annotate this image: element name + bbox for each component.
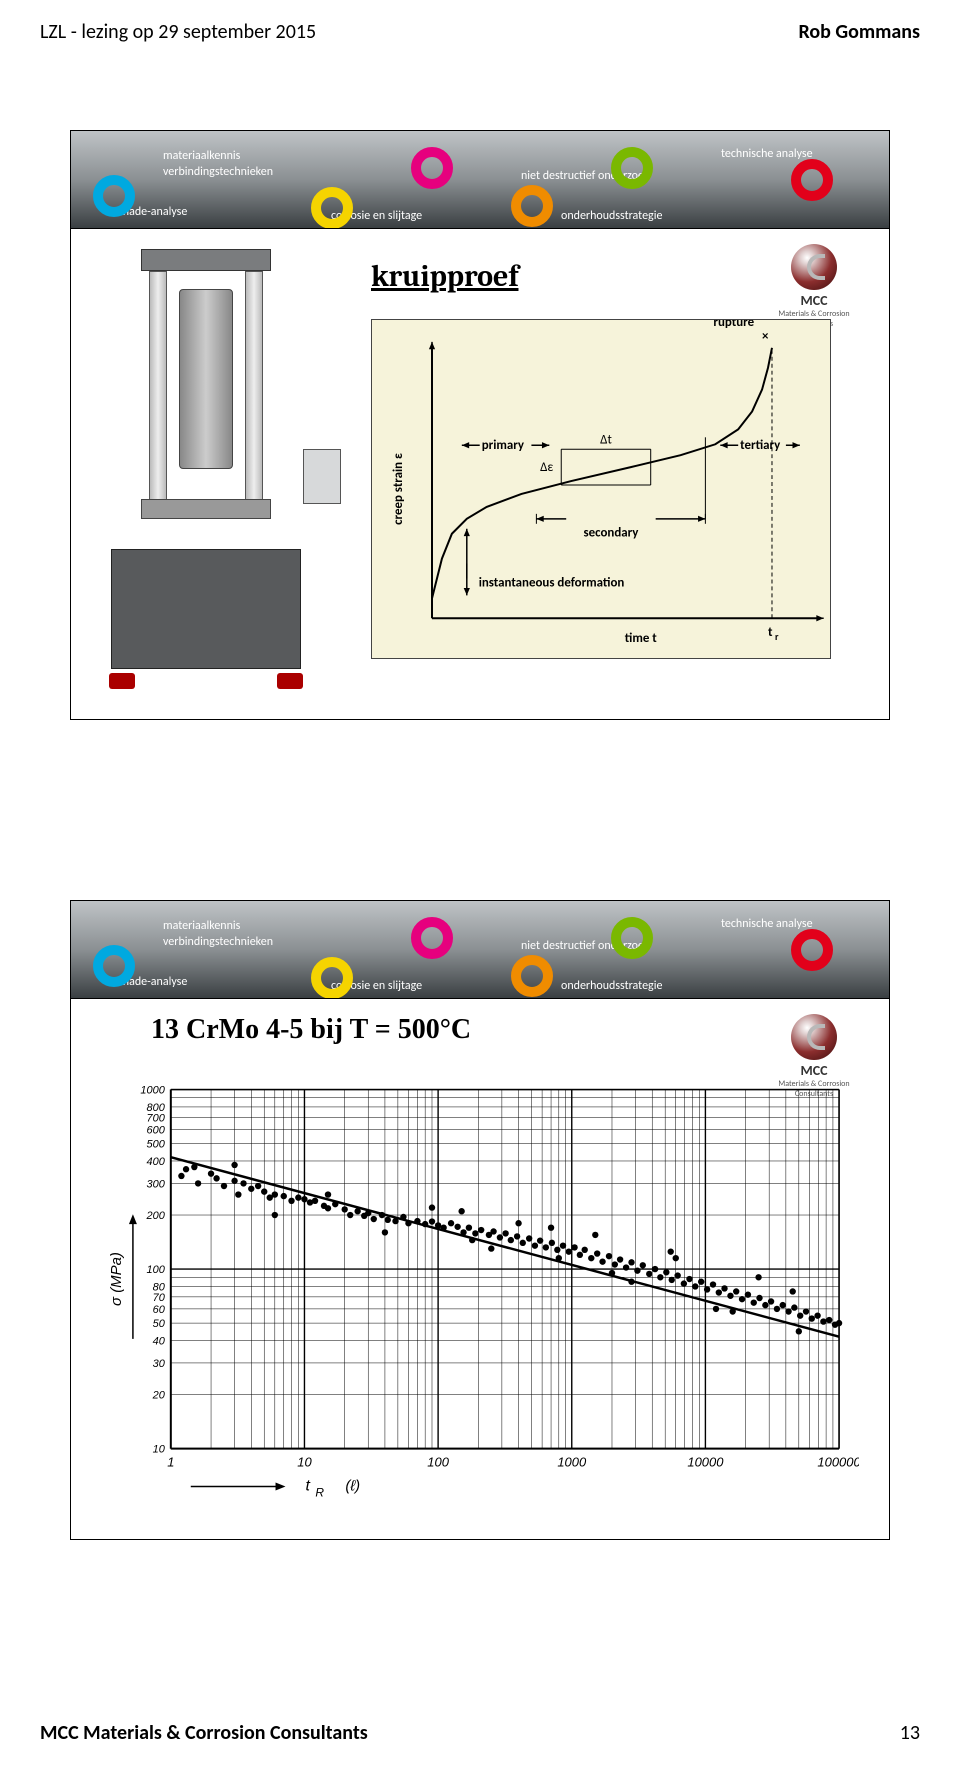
- mcc-logo: MCC Materials & Corrosion Consultants: [769, 244, 859, 329]
- mcc-name: MCC: [769, 292, 859, 309]
- svg-text:500: 500: [147, 1139, 166, 1151]
- banner-bottom: materiaalkennis verbindingstechnieken sc…: [71, 901, 889, 999]
- banner-ring-icon: [611, 147, 653, 189]
- creep-curve-diagram: × rupture tr Δt Δε primary secondary tertiary in…: [371, 319, 831, 659]
- svg-text:secondary: secondary: [583, 526, 639, 541]
- svg-text:700: 700: [147, 1112, 166, 1124]
- svg-text:10000: 10000: [687, 1455, 724, 1470]
- svg-text:t: t: [768, 625, 773, 640]
- banner-ring-icon: [311, 957, 353, 999]
- banner-top: materiaalkennis verbindingstechnieken sc…: [71, 131, 889, 229]
- svg-text:1: 1: [167, 1455, 174, 1470]
- svg-text:80: 80: [153, 1281, 166, 1293]
- svg-text:10: 10: [297, 1455, 312, 1470]
- svg-text:200: 200: [146, 1210, 166, 1222]
- banner-label: technische analyse: [721, 917, 813, 931]
- svg-text:primary: primary: [482, 438, 525, 453]
- banner-label: technische analyse: [721, 147, 813, 161]
- banner-ring-icon: [791, 929, 833, 971]
- svg-text:600: 600: [147, 1124, 166, 1136]
- footer-right: 13: [900, 1721, 920, 1745]
- svg-text:30: 30: [153, 1358, 166, 1370]
- slide-title-crmo: 13 CrMo 4-5 bij T = 500°C: [151, 1014, 471, 1046]
- svg-text:40: 40: [153, 1335, 166, 1347]
- svg-text:50: 50: [153, 1318, 166, 1330]
- svg-text:400: 400: [147, 1156, 166, 1168]
- banner-ring-icon: [611, 917, 653, 959]
- banner-label: materiaalkennis: [163, 149, 240, 163]
- banner-ring-icon: [511, 185, 553, 227]
- svg-text:10: 10: [153, 1444, 166, 1456]
- header-right: Rob Gommans: [798, 20, 920, 44]
- banner-ring-icon: [411, 147, 453, 189]
- slide-title-kruipproef: kruipproef: [371, 259, 518, 294]
- svg-text:t: t: [305, 1477, 310, 1494]
- svg-text:rupture: rupture: [713, 320, 754, 330]
- stress-rupture-chart: 1101001000100001000001020304050607080100…: [101, 1079, 859, 1509]
- slide-stress-rupture: materiaalkennis verbindingstechnieken sc…: [70, 900, 890, 1540]
- footer-left: MCC Materials & Corrosion Consultants: [40, 1721, 368, 1745]
- mcc-name: MCC: [769, 1062, 859, 1079]
- banner-label: materiaalkennis: [163, 919, 240, 933]
- banner-label: onderhoudsstrategie: [561, 209, 662, 223]
- slide-kruipproef: materiaalkennis verbindingstechnieken sc…: [70, 130, 890, 720]
- banner-ring-icon: [511, 955, 553, 997]
- svg-text:time t: time t: [625, 631, 657, 646]
- svg-text:60: 60: [153, 1304, 166, 1316]
- banner-ring-icon: [311, 187, 353, 229]
- header-left: LZL - lezing op 29 september 2015: [40, 20, 316, 44]
- page-header: LZL - lezing op 29 september 2015 Rob Go…: [40, 20, 920, 44]
- svg-text:Δε: Δε: [540, 460, 553, 475]
- svg-text:R: R: [315, 1485, 324, 1499]
- svg-text:100000: 100000: [817, 1455, 859, 1470]
- banner-ring-icon: [93, 175, 135, 217]
- svg-text:tertiary: tertiary: [740, 438, 781, 453]
- svg-text:r: r: [775, 631, 779, 643]
- svg-text:800: 800: [147, 1102, 166, 1114]
- svg-text:20: 20: [152, 1390, 166, 1402]
- svg-text:1000: 1000: [557, 1455, 587, 1470]
- svg-text:1000: 1000: [140, 1085, 165, 1097]
- svg-text:300: 300: [147, 1178, 166, 1190]
- svg-text:Δt: Δt: [600, 432, 612, 447]
- banner-label: verbindingstechnieken: [163, 165, 273, 179]
- banner-ring-icon: [791, 159, 833, 201]
- banner-ring-icon: [93, 945, 135, 987]
- svg-text:(ℓ): (ℓ): [345, 1477, 360, 1494]
- svg-text:×: ×: [762, 329, 769, 344]
- banner-ring-icon: [411, 917, 453, 959]
- svg-text:100: 100: [427, 1455, 449, 1470]
- banner-label: onderhoudsstrategie: [561, 979, 662, 993]
- svg-text:70: 70: [153, 1292, 166, 1304]
- svg-text:100: 100: [147, 1264, 166, 1276]
- page-footer: MCC Materials & Corrosion Consultants 13: [40, 1721, 920, 1745]
- creep-test-machine-graphic: [101, 249, 311, 689]
- svg-text:σ (MPa): σ (MPa): [108, 1252, 125, 1306]
- banner-label: verbindingstechnieken: [163, 935, 273, 949]
- svg-text:creep strain ε: creep strain ε: [391, 453, 406, 525]
- svg-text:instantaneous deformation: instantaneous deformation: [479, 575, 625, 590]
